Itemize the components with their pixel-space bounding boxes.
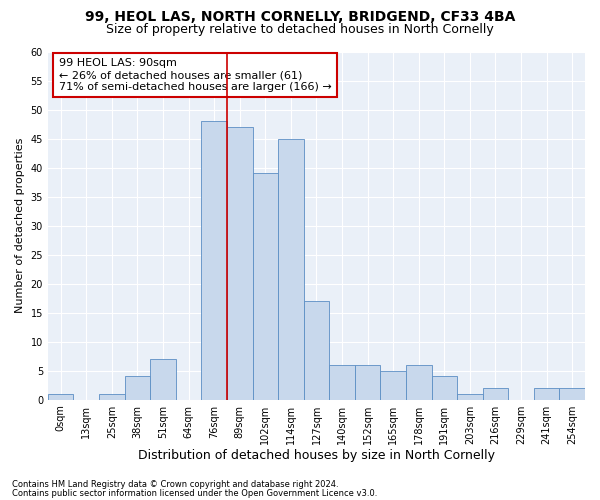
Bar [48, 394, 73, 400]
Bar [482, 388, 508, 400]
Bar [278, 138, 304, 400]
Bar [431, 376, 457, 400]
Bar [380, 370, 406, 400]
Y-axis label: Number of detached properties: Number of detached properties [15, 138, 25, 314]
Bar [406, 365, 431, 400]
Bar [329, 365, 355, 400]
X-axis label: Distribution of detached houses by size in North Cornelly: Distribution of detached houses by size … [138, 450, 495, 462]
Bar [534, 388, 559, 400]
Bar [99, 394, 125, 400]
Bar [457, 394, 482, 400]
Bar [125, 376, 150, 400]
Bar [253, 174, 278, 400]
Text: Size of property relative to detached houses in North Cornelly: Size of property relative to detached ho… [106, 22, 494, 36]
Text: Contains public sector information licensed under the Open Government Licence v3: Contains public sector information licen… [12, 488, 377, 498]
Bar [150, 359, 176, 400]
Text: 99, HEOL LAS, NORTH CORNELLY, BRIDGEND, CF33 4BA: 99, HEOL LAS, NORTH CORNELLY, BRIDGEND, … [85, 10, 515, 24]
Text: 99 HEOL LAS: 90sqm
← 26% of detached houses are smaller (61)
71% of semi-detache: 99 HEOL LAS: 90sqm ← 26% of detached hou… [59, 58, 331, 92]
Bar [355, 365, 380, 400]
Text: Contains HM Land Registry data © Crown copyright and database right 2024.: Contains HM Land Registry data © Crown c… [12, 480, 338, 489]
Bar [304, 301, 329, 400]
Bar [202, 121, 227, 400]
Bar [227, 127, 253, 400]
Bar [559, 388, 585, 400]
